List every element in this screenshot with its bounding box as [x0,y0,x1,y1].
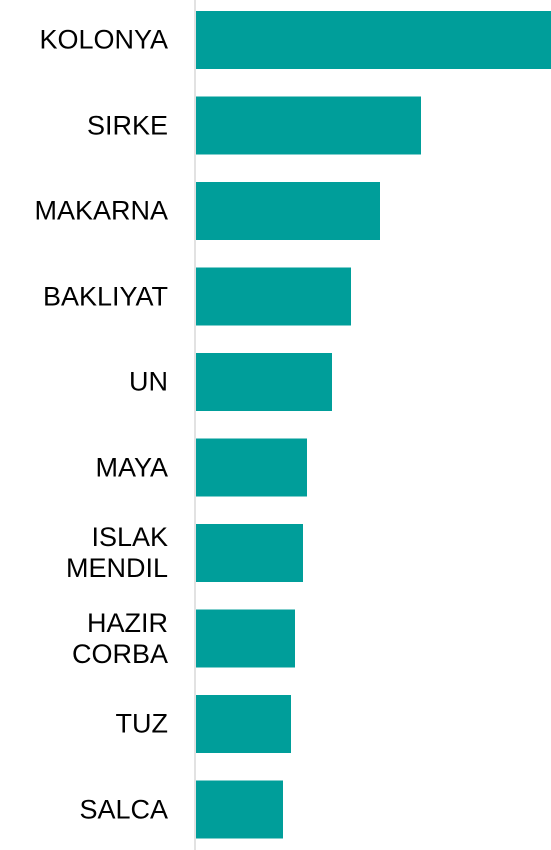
bar [196,353,332,411]
bar [196,267,351,326]
bar [196,11,551,69]
bar [196,96,421,155]
bar [196,438,307,497]
y-tick-label: MAYA [95,452,168,482]
y-tick-label: KOLONYA [39,24,168,55]
bar [196,182,380,240]
bar [196,695,291,753]
bar [196,780,283,839]
y-tick-label: HAZIR CORBA [71,607,168,669]
y-tick-label: BAKLIYAT [42,281,168,311]
y-tick-label: UN [129,366,168,397]
bar [196,524,303,582]
y-tick-label: ISLAK MENDIL [65,522,168,583]
y-tick-label: MAKARNA [34,195,168,226]
y-tick-label: SIRKE [86,110,168,140]
bar [196,609,295,668]
y-tick-label: SALCA [79,794,168,824]
y-tick-label: TUZ [115,708,168,739]
